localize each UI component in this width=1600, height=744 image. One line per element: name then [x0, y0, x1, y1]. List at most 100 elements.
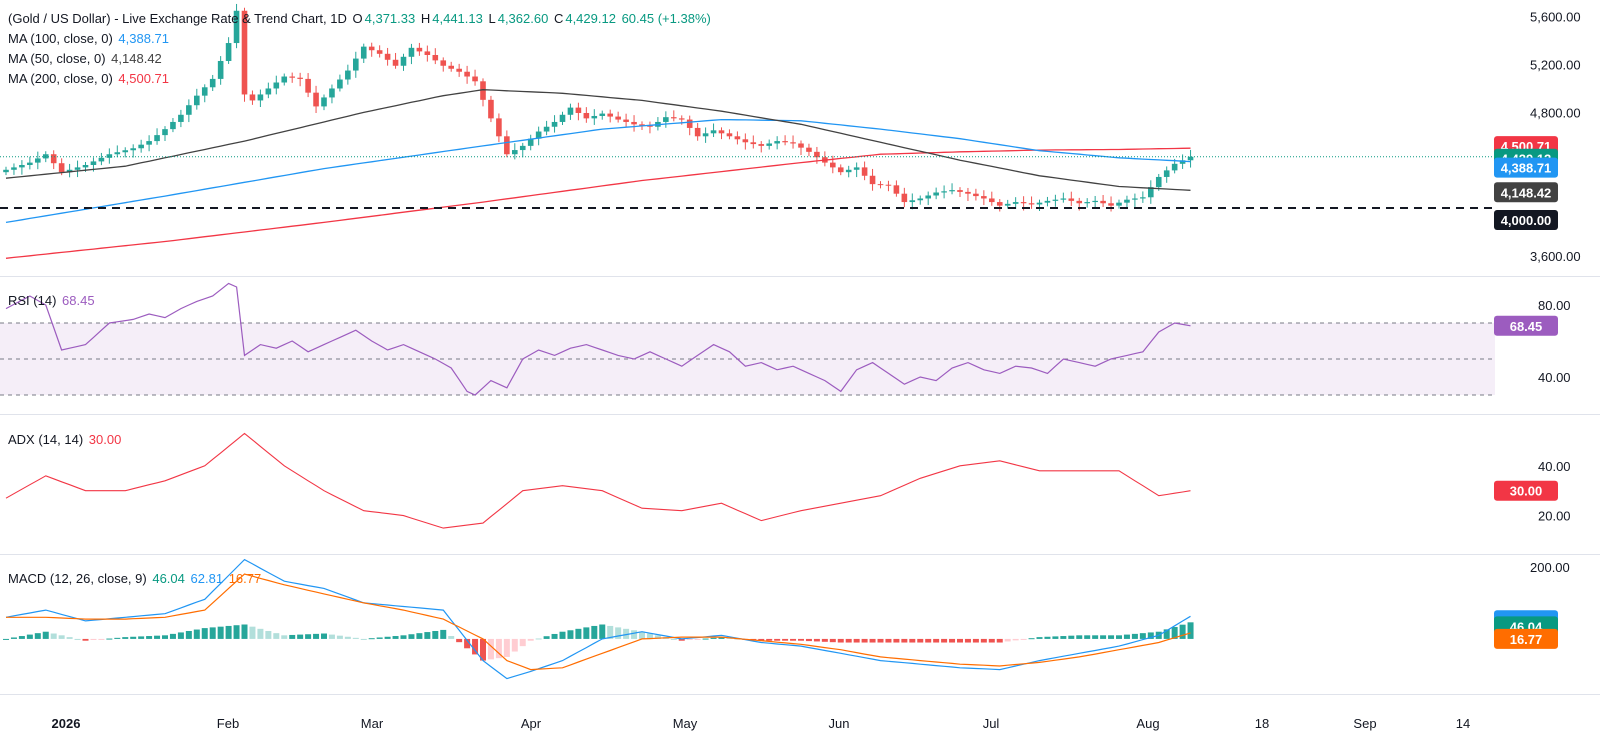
macd-histogram-bar	[74, 638, 81, 640]
candle	[329, 84, 335, 104]
candle	[830, 155, 836, 174]
candle	[527, 134, 534, 151]
rsi-line	[5, 282, 1191, 396]
candle-body	[400, 56, 407, 66]
macd-histogram-bar	[551, 633, 558, 639]
macd-histogram-bar	[774, 638, 781, 641]
candle-body	[225, 43, 232, 61]
candle-body	[663, 117, 669, 122]
macd-histogram-bar	[416, 633, 423, 639]
candle	[1004, 199, 1011, 209]
candle	[106, 148, 113, 164]
candle-body	[893, 185, 900, 194]
macd-histogram-bar	[42, 631, 49, 639]
candle-body	[750, 142, 757, 145]
candle-body	[1092, 200, 1098, 203]
candle	[893, 180, 900, 197]
candle-body	[265, 88, 272, 95]
candle	[265, 82, 272, 99]
macd-histogram-bar	[344, 636, 351, 639]
candle-body	[885, 184, 892, 186]
candle-body	[273, 82, 280, 89]
macd-histogram-bar	[678, 638, 685, 641]
candle	[408, 43, 415, 65]
candle	[790, 135, 796, 149]
rsi-label: RSI (14)	[8, 293, 57, 308]
macd-histogram-bar	[575, 628, 582, 639]
candle	[416, 42, 423, 56]
rsi-legend[interactable]: RSI (14) 68.45	[8, 293, 97, 308]
macd-histogram-bar	[782, 638, 789, 641]
ma200-legend[interactable]: MA (200, close, 0) 4,500.71	[8, 71, 171, 86]
candle-body	[416, 47, 423, 52]
candle-body	[694, 127, 701, 137]
candle-body	[58, 163, 65, 173]
candle-body	[519, 145, 526, 151]
ma100-legend[interactable]: MA (100, close, 0) 4,388.71	[8, 31, 171, 46]
candle-body	[686, 119, 693, 128]
candle-body	[178, 114, 184, 122]
macd-signal-value: 16.77	[228, 571, 262, 586]
candle-body	[217, 60, 224, 79]
macd-histogram-bar	[289, 634, 296, 639]
candle-body	[289, 76, 295, 78]
macd-legend[interactable]: MACD (12, 26, close, 9) 46.04 62.81 16.7…	[8, 571, 263, 586]
candle	[551, 115, 558, 133]
high-label: H	[420, 11, 431, 26]
macd-histogram-bar	[1147, 632, 1154, 639]
macd-histogram-bar	[321, 633, 327, 639]
candle-body	[122, 150, 129, 153]
macd-hist-value: 46.04	[152, 571, 185, 586]
candle-body	[241, 10, 248, 95]
macd-histogram-bar	[1004, 638, 1011, 642]
macd-histogram-bar	[972, 638, 979, 643]
macd-histogram-bar	[1116, 635, 1122, 639]
candle	[504, 130, 510, 158]
macd-histogram-bar	[996, 638, 1003, 643]
macd-histogram-bar	[527, 638, 534, 641]
candle	[1140, 191, 1146, 203]
candle	[917, 195, 924, 205]
macd-histogram-bar	[686, 638, 693, 641]
macd-histogram-bar	[646, 633, 653, 639]
candle	[19, 160, 25, 175]
macd-histogram-bar	[169, 633, 176, 639]
candle	[877, 181, 884, 189]
macd-histogram-bar	[400, 635, 407, 639]
macd-histogram-bar	[1052, 636, 1059, 639]
candle	[996, 199, 1003, 212]
candle	[512, 143, 518, 160]
macd-histogram-bar	[328, 634, 335, 639]
time-axis-label: Sep	[1353, 716, 1376, 731]
candle-body	[512, 150, 518, 155]
candle-body	[432, 55, 439, 61]
adx-legend[interactable]: ADX (14, 14) 30.00	[8, 432, 123, 447]
candle-body	[281, 76, 288, 83]
candle-body	[297, 77, 303, 79]
candle-body	[1140, 197, 1146, 199]
candle	[154, 128, 160, 145]
candle-body	[456, 68, 462, 72]
macd-histogram-bar	[273, 633, 280, 639]
rsi-value: 68.45	[62, 293, 95, 308]
macd-histogram-bar	[376, 637, 383, 639]
header-legend: (Gold / US Dollar) - Live Exchange Rate …	[8, 11, 713, 26]
candle-body	[583, 112, 590, 119]
candle-body	[830, 162, 836, 168]
candle	[35, 151, 41, 170]
candle	[941, 185, 947, 199]
time-axis-label: Feb	[217, 716, 239, 731]
candle-body	[114, 152, 121, 155]
candle	[217, 56, 224, 85]
macd-histogram-bar	[511, 638, 518, 652]
candle-body	[472, 76, 478, 82]
candle-body	[448, 65, 454, 69]
time-axis-label: May	[673, 716, 698, 731]
macd-histogram-bar	[909, 638, 916, 643]
candle-body	[790, 142, 796, 144]
ma50-legend[interactable]: MA (50, close, 0) 4,148.42	[8, 51, 164, 66]
macd-histogram-bar	[941, 638, 948, 643]
candle-body	[917, 198, 924, 201]
macd-histogram-bar	[90, 638, 97, 641]
